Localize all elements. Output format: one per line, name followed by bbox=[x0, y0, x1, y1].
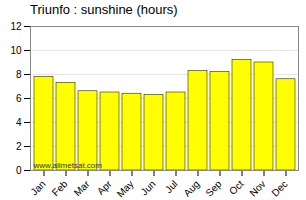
svg-text:12: 12 bbox=[10, 21, 22, 32]
svg-text:2: 2 bbox=[16, 141, 22, 152]
svg-text:Apr: Apr bbox=[95, 178, 114, 197]
svg-text:Jan: Jan bbox=[28, 178, 47, 197]
svg-text:Feb: Feb bbox=[50, 178, 70, 198]
svg-text:Sep: Sep bbox=[203, 178, 224, 199]
svg-text:www.allmetsat.com: www.allmetsat.com bbox=[33, 161, 103, 170]
html-text:Triunfo : sunshine (hours): Triunfo : sunshine (hours) bbox=[30, 2, 178, 17]
svg-text:Aug: Aug bbox=[181, 178, 201, 198]
svg-text:Nov: Nov bbox=[247, 178, 267, 198]
svg-text:May: May bbox=[115, 178, 136, 199]
svg-text:Oct: Oct bbox=[227, 178, 246, 197]
svg-text:4: 4 bbox=[16, 117, 22, 128]
svg-text:Jul: Jul bbox=[163, 178, 180, 195]
svg-text:Mar: Mar bbox=[72, 178, 92, 198]
svg-text:10: 10 bbox=[10, 45, 22, 56]
svg-text:6: 6 bbox=[16, 93, 22, 104]
svg-text:Jun: Jun bbox=[138, 178, 157, 197]
svg-text:8: 8 bbox=[16, 69, 22, 80]
svg-text:0: 0 bbox=[16, 165, 22, 176]
svg-text:Dec: Dec bbox=[269, 178, 289, 198]
